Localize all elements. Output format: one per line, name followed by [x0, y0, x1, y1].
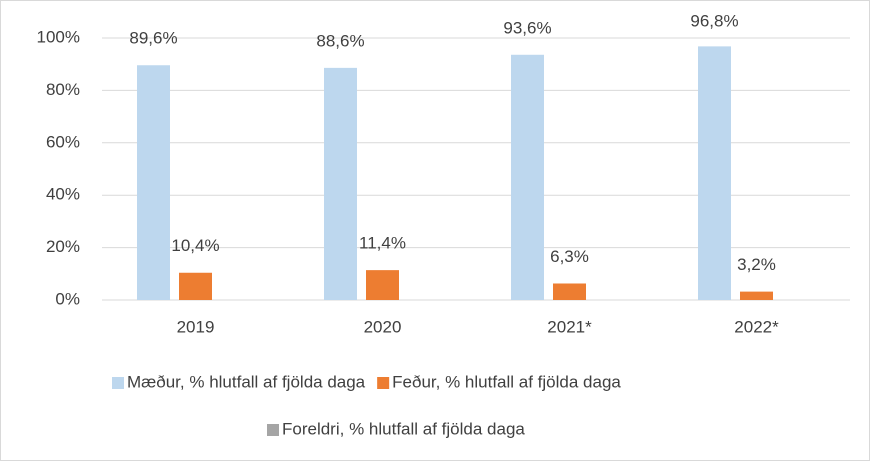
y-tick-label: 40% [46, 185, 80, 204]
y-tick-label: 20% [46, 237, 80, 256]
bar [366, 270, 399, 300]
data-label: 88,6% [316, 31, 364, 50]
legend-swatch [267, 424, 279, 436]
x-tick-label: 2019 [177, 317, 215, 336]
data-label: 6,3% [550, 247, 589, 266]
data-label: 96,8% [690, 11, 738, 30]
legend-label: Mæður, % hlutfall af fjölda daga [127, 372, 366, 391]
data-label: 11,4% [359, 234, 406, 253]
bar [137, 65, 170, 300]
x-tick-label: 2021* [547, 317, 592, 336]
x-tick-label: 2020 [364, 317, 402, 336]
legend-swatch [377, 377, 390, 389]
data-label: 93,6% [503, 18, 551, 37]
y-tick-label: 0% [55, 289, 80, 308]
legend-label: Feður, % hlutfall af fjölda daga [392, 372, 621, 391]
x-tick-label: 2022* [734, 317, 779, 336]
bar [698, 46, 731, 300]
data-label: 3,2% [737, 255, 776, 274]
bar [179, 272, 212, 300]
y-tick-label: 60% [46, 132, 80, 151]
bar [324, 67, 357, 300]
legend-swatch [112, 377, 124, 389]
data-label: 89,6% [129, 29, 177, 48]
bar [511, 54, 544, 300]
data-label: 10,4% [171, 236, 219, 255]
y-tick-label: 80% [46, 80, 80, 99]
bar [553, 283, 586, 300]
legend-label: Foreldri, % hlutfall af fjölda daga [282, 419, 525, 438]
bar [740, 291, 773, 300]
y-tick-label: 100% [37, 27, 80, 46]
